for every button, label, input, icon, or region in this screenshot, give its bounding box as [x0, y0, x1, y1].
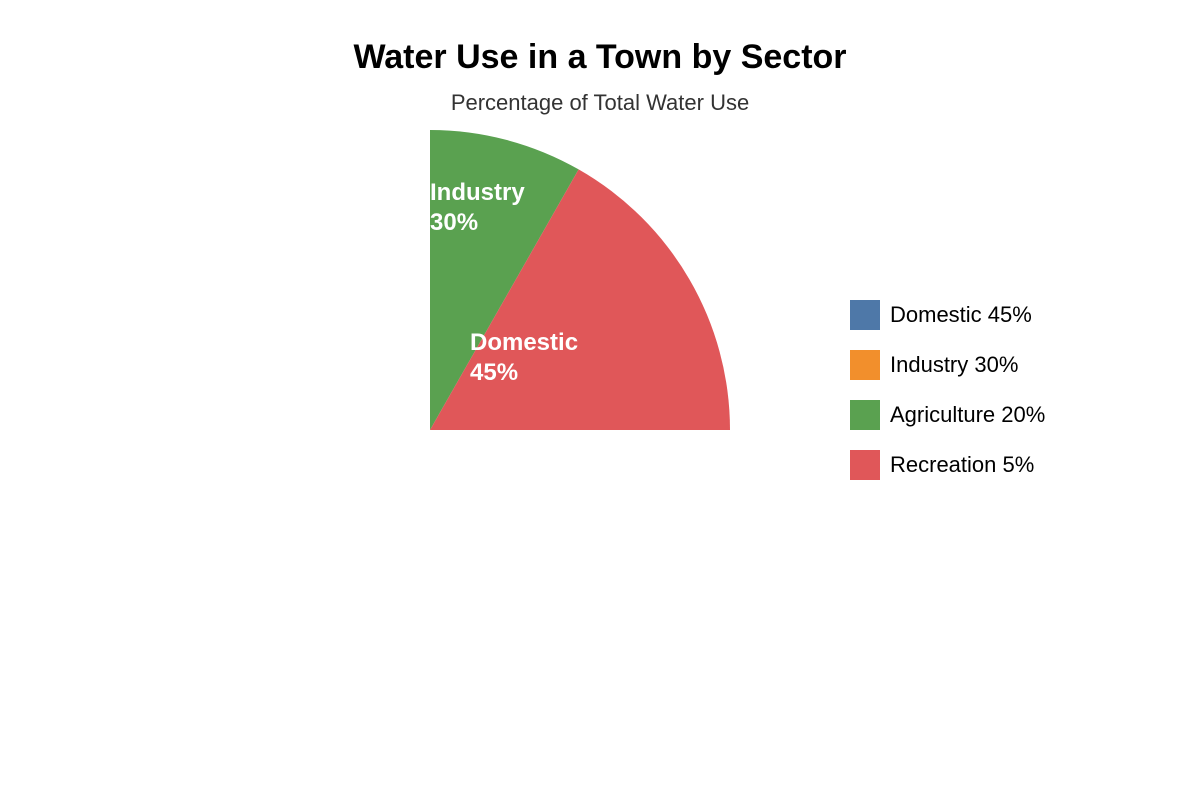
- legend-label-agriculture: Agriculture 20%: [890, 402, 1046, 427]
- legend-label-industry: Industry 30%: [890, 352, 1019, 377]
- legend-label-domestic: Domestic 45%: [890, 302, 1032, 327]
- slice-label-domestic: Domestic 45%: [470, 329, 578, 386]
- pie-slice-industry: [430, 130, 579, 430]
- legend-item-domestic: Domestic 45%: [850, 300, 1045, 330]
- legend-item-industry: Industry 30%: [850, 350, 1045, 380]
- slice-label-industry: Industry 30%: [430, 179, 525, 236]
- legend-swatch-agriculture: [850, 400, 880, 430]
- legend-swatch-domestic: [850, 300, 880, 330]
- chart-legend: Domestic 45% Industry 30% Agriculture 20…: [850, 300, 1045, 500]
- chart-title: Water Use in a Town by Sector: [353, 38, 847, 76]
- legend-item-recreation: Recreation 5%: [850, 450, 1045, 480]
- legend-label-recreation: Recreation 5%: [890, 452, 1035, 477]
- chart-subtitle: Percentage of Total Water Use: [450, 90, 750, 115]
- legend-item-agriculture: Agriculture 20%: [850, 400, 1045, 430]
- legend-swatch-recreation: [850, 450, 880, 480]
- legend-swatch-industry: [850, 350, 880, 380]
- pie-slice-domestic: [430, 169, 730, 430]
